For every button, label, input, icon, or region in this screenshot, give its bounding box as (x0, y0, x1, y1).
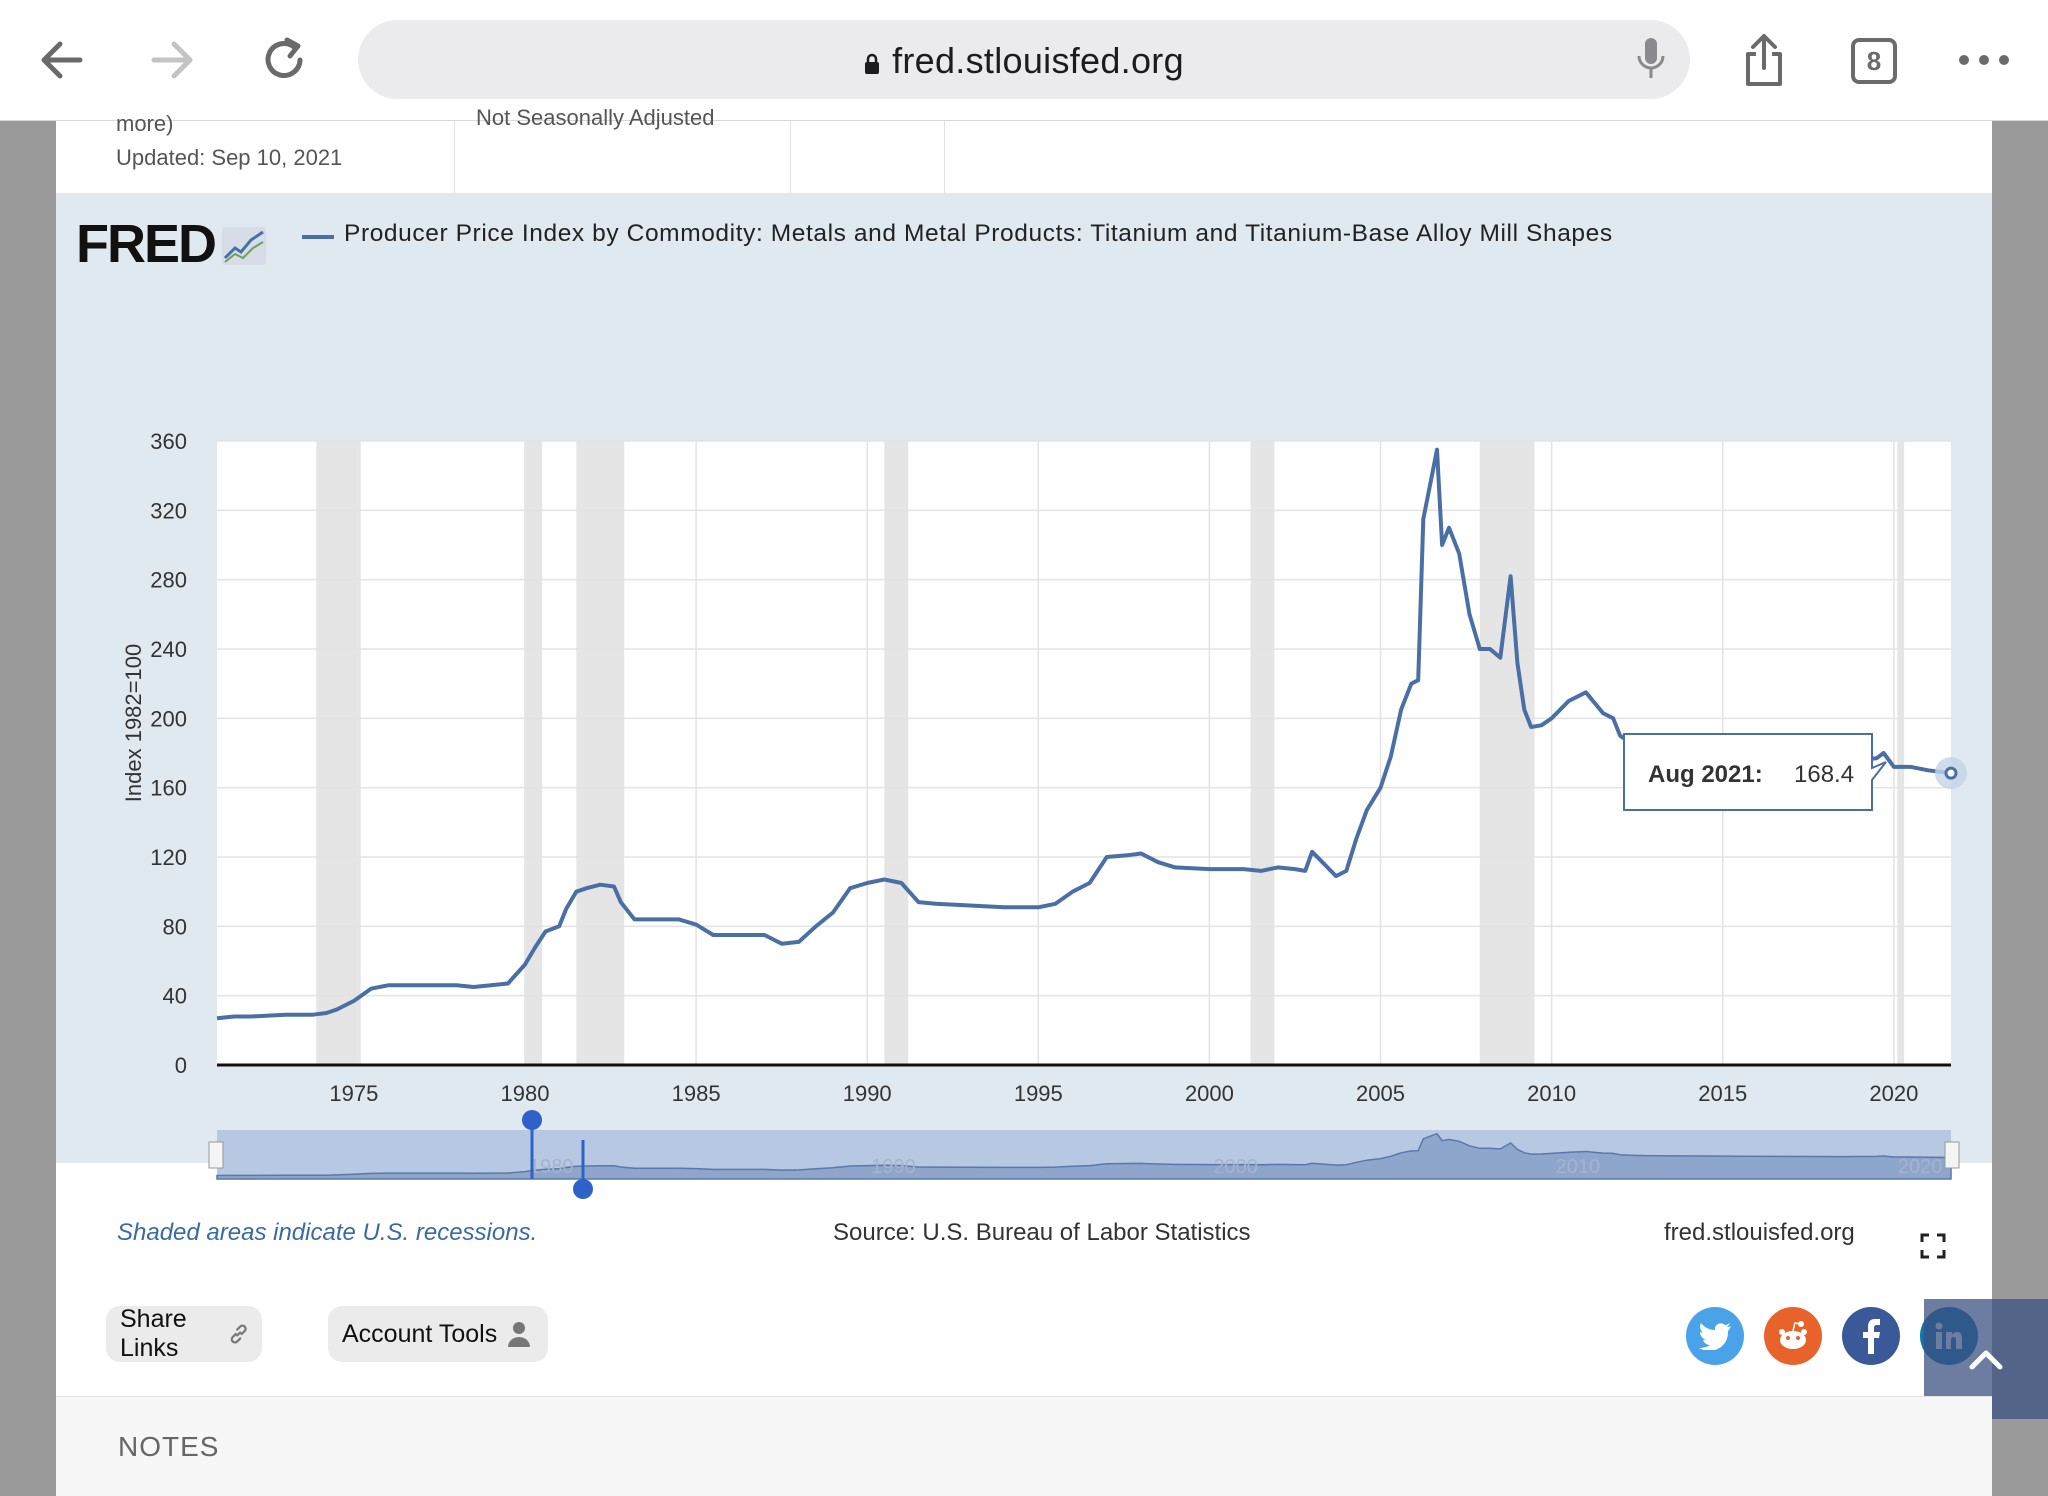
y-tick-label: 0 (175, 1053, 187, 1078)
share-links-label: Share Links (120, 1305, 187, 1362)
recession-band (1250, 441, 1275, 1065)
tab-count-button[interactable]: 8 (1851, 38, 1897, 84)
tooltip-box (1623, 733, 1887, 811)
hover-point (1944, 766, 1958, 780)
navigator-knob-2 (573, 1179, 593, 1199)
chart-title: Producer Price Index by Commodity: Metal… (344, 220, 1613, 247)
share-links-button[interactable]: Share Links (106, 1305, 262, 1362)
series-line (216, 447, 1952, 1021)
reddit-icon[interactable] (1764, 1307, 1822, 1365)
y-tick-label: 120 (150, 845, 187, 870)
fullscreen-icon[interactable] (1920, 1233, 1946, 1264)
x-tick-label: 2020 (1869, 1081, 1918, 1106)
share-icon[interactable] (1732, 28, 1796, 92)
navigator-tick-label: 2010 (1556, 1156, 1601, 1178)
browser-toolbar: fred.stlouisfed.org 8 (0, 0, 2048, 121)
more-link[interactable]: more) (116, 111, 174, 136)
series-meta-row: more) Updated: Sep 10, 2021 Not Seasonal… (56, 105, 1992, 193)
recession-band (576, 441, 625, 1065)
recession-band (524, 441, 543, 1065)
x-tick-label: 1995 (1014, 1081, 1063, 1106)
notes-section: NOTES (56, 1396, 1992, 1496)
y-tick-label: 320 (150, 498, 187, 523)
legend-line-swatch (302, 235, 334, 239)
fred-logo: FRED (76, 213, 267, 275)
account-tools-button[interactable]: Account Tools (328, 1306, 548, 1362)
x-tick-label: 1990 (843, 1081, 892, 1106)
microphone-icon[interactable] (1636, 36, 1666, 87)
navigator-tick-label: 2020 (1898, 1156, 1943, 1178)
site-text: fred.stlouisfed.org (1664, 1219, 1855, 1246)
twitter-icon[interactable] (1686, 1307, 1744, 1365)
chevron-up-icon (1969, 1350, 2003, 1370)
navigator-right-handle (1944, 1141, 1960, 1169)
fred-graph-icon (222, 227, 266, 265)
x-tick-label: 2000 (1185, 1081, 1234, 1106)
notes-title: NOTES (118, 1431, 220, 1462)
seasonal-adjustment: Not Seasonally Adjusted (476, 105, 715, 130)
chart-svg[interactable]: 0 40 80 120 160 200 240 280 320 360 1975 1980 1985 19… (56, 193, 1992, 1213)
y-tick-label: 200 (150, 706, 187, 731)
facebook-icon[interactable] (1842, 1307, 1900, 1365)
account-tools-label: Account Tools (342, 1319, 498, 1348)
navigator-tick-label: 2000 (1213, 1156, 1258, 1178)
recession-band (1479, 441, 1535, 1065)
navigator-left-handle (208, 1141, 224, 1169)
y-tick-label: 240 (150, 637, 187, 662)
y-tick-label: 40 (163, 984, 187, 1009)
recession-note[interactable]: Shaded areas indicate U.S. recessions. (117, 1219, 538, 1246)
user-icon (508, 1322, 531, 1347)
updated-date: Updated: Sep 10, 2021 (116, 145, 343, 170)
x-tick-label: 2010 (1527, 1081, 1576, 1106)
x-tick-label: 1980 (501, 1081, 550, 1106)
tooltip-date: Aug 2021: (1648, 761, 1763, 788)
recession-band (884, 441, 909, 1065)
x-tick-label: 2015 (1698, 1081, 1747, 1106)
recession-band (1897, 441, 1905, 1065)
page-content: more) Updated: Sep 10, 2021 Not Seasonal… (56, 105, 2048, 1496)
meta-divider (944, 121, 945, 193)
meta-divider (454, 121, 455, 193)
navigator-knob-1 (522, 1110, 542, 1130)
meta-divider (790, 121, 791, 193)
link-icon (230, 1324, 247, 1344)
address-bar[interactable]: fred.stlouisfed.org (358, 20, 1690, 99)
x-tick-label: 1985 (672, 1081, 721, 1106)
lock-icon (864, 42, 880, 84)
more-icon[interactable] (1952, 28, 2016, 92)
x-tick-label: 1975 (329, 1081, 378, 1106)
source-text: Source: U.S. Bureau of Labor Statistics (833, 1219, 1251, 1246)
y-tick-label: 280 (150, 568, 187, 593)
forward-arrow-icon[interactable] (140, 28, 204, 92)
tooltip-value: 168.4 (1794, 761, 1854, 788)
navigator-series (216, 1132, 1952, 1180)
x-tick-label: 2005 (1356, 1081, 1405, 1106)
y-tick-label: 80 (163, 914, 187, 939)
navigator-tick-label: 1980 (529, 1156, 574, 1178)
navigator-tick-label: 1990 (871, 1156, 916, 1178)
y-tick-label: 160 (150, 776, 187, 801)
y-tick-label: 360 (150, 429, 187, 454)
reload-icon[interactable] (252, 28, 316, 92)
url-text: fred.stlouisfed.org (892, 40, 1184, 81)
back-arrow-icon[interactable] (30, 28, 94, 92)
